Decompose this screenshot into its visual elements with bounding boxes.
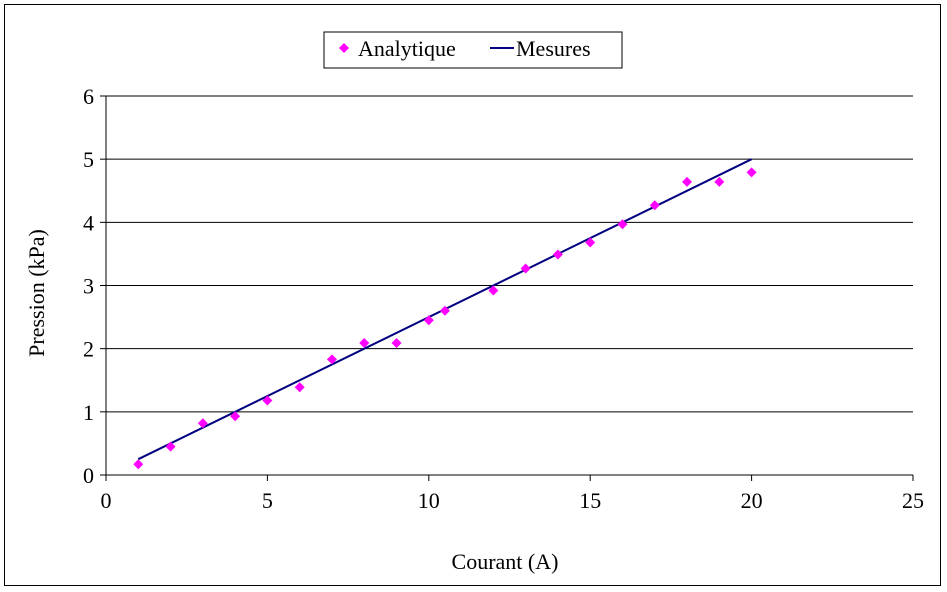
data-point-analytique: [423, 315, 434, 326]
data-point-analytique: [262, 395, 273, 406]
x-tick-label: 5: [262, 488, 273, 513]
y-tick-label: 1: [83, 400, 94, 425]
x-axis-label: Courant (A): [452, 549, 559, 574]
x-tick-label: 25: [902, 488, 924, 513]
y-axis-label: Pression (kPa): [24, 229, 49, 357]
x-tick-label: 10: [418, 488, 440, 513]
data-point-analytique: [520, 263, 531, 274]
data-point-analytique: [165, 441, 176, 452]
x-tick-label: 15: [579, 488, 601, 513]
legend: Analytique Mesures: [323, 31, 623, 69]
y-tick-label: 6: [83, 84, 94, 109]
data-point-analytique: [585, 237, 596, 248]
y-tick-label: 5: [83, 147, 94, 172]
chart-area: 0 1 2 3 4 5 6 0 5 10 15 20 25 Courant (A) Pression (…: [4, 4, 941, 586]
y-tick-label: 0: [83, 463, 94, 488]
x-tick-label: 20: [741, 488, 763, 513]
series-analytique: [133, 167, 757, 470]
chart-canvas: 0 1 2 3 4 5 6 0 5 10 15 20 25 Courant (A) Pression (…: [24, 31, 924, 574]
gridlines: [106, 95, 913, 413]
legend-analytique-label: Analytique: [358, 36, 456, 61]
data-point-analytique: [359, 337, 370, 348]
data-point-analytique: [326, 354, 337, 365]
data-point-analytique: [294, 382, 305, 393]
tick-labels: 0 1 2 3 4 5 6 0 5 10 15 20 25: [83, 84, 924, 513]
data-point-analytique: [682, 176, 693, 187]
data-point-analytique: [197, 418, 208, 429]
data-point-analytique: [649, 200, 660, 211]
data-point-analytique: [746, 167, 757, 178]
legend-mesures-label: Mesures: [516, 36, 591, 61]
data-point-analytique: [488, 285, 499, 296]
data-point-analytique: [230, 411, 241, 422]
data-point-analytique: [391, 337, 402, 348]
legend-analytique-marker: [339, 43, 349, 53]
data-point-analytique: [439, 305, 450, 316]
data-point-analytique: [617, 219, 628, 230]
x-tick-label: 0: [101, 488, 112, 513]
y-tick-label: 4: [83, 210, 94, 235]
data-point-analytique: [714, 176, 725, 187]
y-tick-label: 3: [83, 274, 94, 299]
y-tick-label: 2: [83, 337, 94, 362]
data-point-analytique: [552, 249, 563, 260]
axes: [100, 95, 914, 481]
legend-box: [323, 31, 623, 69]
data-point-analytique: [133, 459, 144, 470]
